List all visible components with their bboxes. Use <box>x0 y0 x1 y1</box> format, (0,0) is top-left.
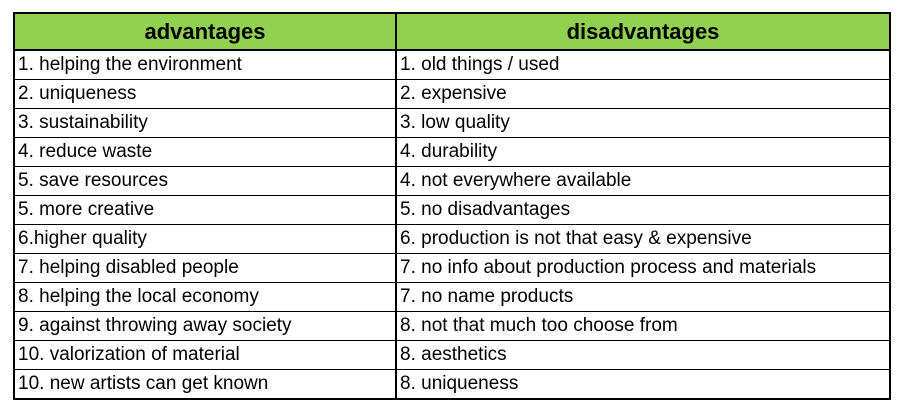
disadvantage-cell[interactable]: 2. expensive <box>395 79 891 109</box>
table-row: 5. save resources 4. not everywhere avail… <box>13 166 891 196</box>
disadvantage-cell[interactable]: 8. aesthetics <box>395 340 891 370</box>
disadvantages-header[interactable]: disadvantages <box>395 12 891 51</box>
table-body: 1. helping the environment 1. old things … <box>13 49 891 400</box>
advantage-cell[interactable]: 1. helping the environment <box>13 49 397 80</box>
advantage-cell[interactable]: 10. valorization of material <box>13 340 397 370</box>
disadvantage-cell[interactable]: 7. no name products <box>395 282 891 312</box>
advantages-header[interactable]: advantages <box>13 12 397 51</box>
table-row: 2. uniqueness 2. expensive <box>13 79 891 109</box>
table-row: 5. more creative 5. no disadvantages <box>13 195 891 225</box>
disadvantage-cell[interactable]: 8. uniqueness <box>395 369 891 400</box>
disadvantage-cell[interactable]: 1. old things / used <box>395 49 891 80</box>
table-row: 7. helping disabled people 7. no info abo… <box>13 253 891 283</box>
advantage-cell[interactable]: 4. reduce waste <box>13 137 397 167</box>
table-header: advantages disadvantages <box>13 12 891 51</box>
advantage-cell[interactable]: 10. new artists can get known <box>13 369 397 400</box>
table-row: 9. against throwing away society 8. not t… <box>13 311 891 341</box>
disadvantage-cell[interactable]: 8. not that much too choose from <box>395 311 891 341</box>
disadvantage-cell[interactable]: 3. low quality <box>395 108 891 138</box>
table-row: 1. helping the environment 1. old things … <box>13 49 891 80</box>
table-row: 10. valorization of material 8. aesthetic… <box>13 340 891 370</box>
disadvantage-cell[interactable]: 4. durability <box>395 137 891 167</box>
disadvantage-cell[interactable]: 7. no info about production process and … <box>395 253 891 283</box>
table-row: 10. new artists can get known 8. uniquene… <box>13 369 891 400</box>
disadvantage-cell[interactable]: 4. not everywhere available <box>395 166 891 196</box>
advantage-cell[interactable]: 5. save resources <box>13 166 397 196</box>
advantage-cell[interactable]: 8. helping the local economy <box>13 282 397 312</box>
disadvantage-cell[interactable]: 5. no disadvantages <box>395 195 891 225</box>
table-row: 3. sustainability 3. low quality <box>13 108 891 138</box>
header-row: advantages disadvantages <box>13 12 891 51</box>
comparison-table: advantages disadvantages 1. helping the … <box>13 12 891 400</box>
table-row: 4. reduce waste 4. durability <box>13 137 891 167</box>
table-row: 6.higher quality 6. production is not tha… <box>13 224 891 254</box>
advantage-cell[interactable]: 2. uniqueness <box>13 79 397 109</box>
advantage-cell[interactable]: 5. more creative <box>13 195 397 225</box>
advantage-cell[interactable]: 9. against throwing away society <box>13 311 397 341</box>
disadvantage-cell[interactable]: 6. production is not that easy & expensi… <box>395 224 891 254</box>
advantage-cell[interactable]: 7. helping disabled people <box>13 253 397 283</box>
advantage-cell[interactable]: 3. sustainability <box>13 108 397 138</box>
advantage-cell[interactable]: 6.higher quality <box>13 224 397 254</box>
table-row: 8. helping the local economy 7. no name p… <box>13 282 891 312</box>
